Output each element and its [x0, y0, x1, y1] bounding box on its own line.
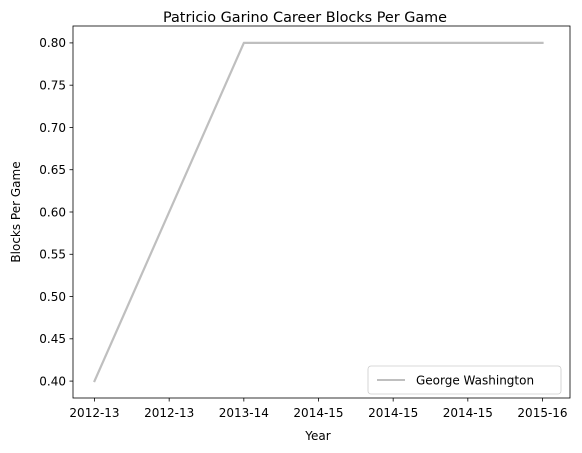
legend: George Washington	[367, 365, 562, 395]
x-tick-label: 2014-15	[293, 406, 343, 420]
plot-frame	[72, 25, 571, 399]
y-tick-label: 0.80	[39, 36, 66, 50]
y-tick-label: 0.55	[39, 248, 66, 262]
y-tick-label: 0.40	[39, 374, 66, 388]
x-tick-label: 2013-14	[219, 406, 269, 420]
y-axis-label: Blocks Per Game	[9, 161, 23, 262]
y-axis-ticks: 0.40 0.45 0.50 0.55 0.60 0.65 0.70 0.75 0.80	[39, 36, 73, 388]
x-tick-label: 2012-13	[69, 406, 119, 420]
y-tick-label: 0.50	[39, 290, 66, 304]
y-tick-label: 0.60	[39, 205, 66, 219]
chart-title: Patricio Garino Career Blocks Per Game	[163, 10, 447, 26]
plot-area	[73, 26, 570, 398]
x-axis-label: Year	[304, 429, 330, 443]
x-tick-label: 2012-13	[144, 406, 194, 420]
y-tick-label: 0.65	[39, 163, 66, 177]
y-tick-label: 0.45	[39, 332, 66, 346]
x-tick-label: 2015-16	[517, 406, 567, 420]
x-tick-label: 2014-15	[443, 406, 493, 420]
x-axis-ticks: 2012-13 2012-13 2013-14 2014-15 2014-15 2014-…	[69, 398, 568, 420]
legend-box	[367, 365, 562, 395]
legend-label: George Washington	[416, 374, 534, 388]
y-tick-label: 0.75	[39, 78, 66, 92]
series-line	[93, 41, 544, 383]
y-tick-label: 0.70	[39, 121, 66, 135]
series-layer	[93, 41, 544, 383]
x-tick-label: 2014-15	[368, 406, 418, 420]
